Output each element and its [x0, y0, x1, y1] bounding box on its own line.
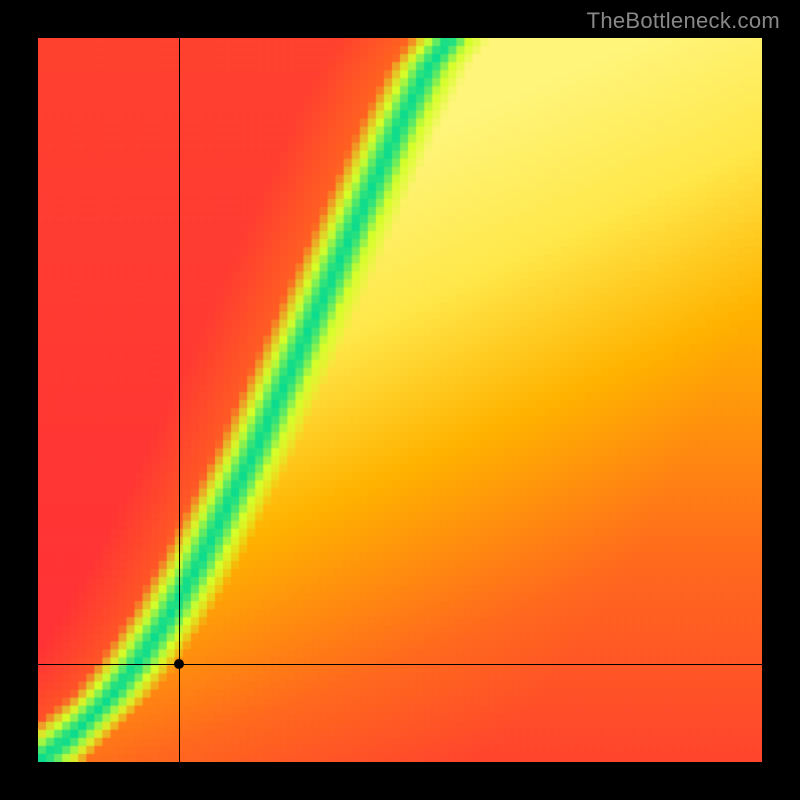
watermark-text: TheBottleneck.com — [587, 8, 780, 34]
bottleneck-heatmap — [38, 38, 762, 762]
crosshair-vertical-line — [179, 38, 180, 762]
crosshair-marker-dot — [174, 659, 184, 669]
crosshair-horizontal-line — [38, 664, 762, 665]
chart-container: TheBottleneck.com — [0, 0, 800, 800]
